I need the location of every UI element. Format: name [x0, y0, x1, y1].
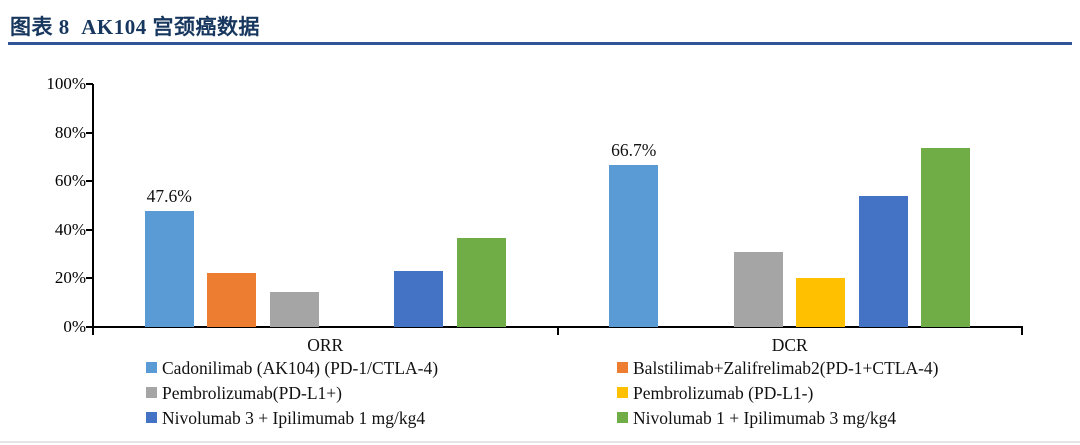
legend-label: Nivolumab 1 + Ipilimumab 3 mg/kg4: [633, 408, 897, 428]
legend-swatch-icon: [617, 387, 628, 398]
legend-swatch-icon: [146, 387, 157, 398]
bar-value-label: 47.6%: [146, 186, 192, 207]
y-axis: [92, 84, 94, 328]
title-rule: [8, 42, 1072, 45]
legend-swatch-icon: [146, 412, 157, 423]
legend-label: Pembrolizumab (PD-L1-): [633, 383, 814, 403]
y-tick-label: 40%: [54, 219, 86, 239]
bar-dcr-series0: [609, 164, 659, 327]
y-tick-mark: [86, 83, 93, 85]
bar-value-label: 66.7%: [611, 139, 657, 160]
category-label-dcr: DCR: [771, 335, 808, 355]
bar-orr-series0: [144, 211, 194, 327]
legend-swatch-icon: [146, 362, 157, 373]
legend-label: Cadonilimab (AK104) (PD-1/CTLA-4): [162, 358, 439, 378]
legend-swatch-icon: [617, 362, 628, 373]
bar-orr-series5: [456, 237, 506, 327]
x-tick-mark: [1021, 327, 1023, 335]
y-tick-label: 80%: [54, 122, 86, 142]
legend-label: Nivolumab 3 + Ipilimumab 1 mg/kg4: [162, 408, 426, 428]
bottom-border: [0, 441, 1080, 443]
x-tick-mark: [556, 327, 559, 335]
y-tick-label: 0%: [63, 317, 86, 336]
bar-orr-series4: [394, 270, 444, 327]
y-tick-mark: [86, 277, 93, 280]
y-tick-mark: [86, 326, 93, 328]
bar-orr-series1: [207, 273, 257, 327]
bar-dcr-series4: [858, 196, 908, 327]
legend-swatch-icon: [617, 412, 628, 423]
y-tick-label: 20%: [54, 268, 86, 288]
bar-dcr-series2: [734, 251, 784, 327]
x-tick-mark: [92, 327, 94, 335]
bar-dcr-series5: [921, 147, 971, 327]
y-tick-label: 100%: [46, 74, 86, 93]
legend-label: Pembrolizumab(PD-L1+): [162, 383, 342, 403]
legend-label: Balstilimab+Zalifrelimab2(PD-1+CTLA-4): [633, 358, 939, 378]
y-tick-mark: [86, 228, 93, 231]
bar-dcr-series3: [796, 278, 846, 327]
bar-orr-series2: [269, 291, 319, 327]
y-tick-mark: [86, 131, 93, 134]
y-tick-mark: [86, 180, 93, 183]
figure-title: 图表 8 AK104 宫颈癌数据: [10, 15, 260, 39]
category-label-orr: ORR: [307, 335, 344, 355]
y-tick-label: 60%: [54, 171, 86, 191]
